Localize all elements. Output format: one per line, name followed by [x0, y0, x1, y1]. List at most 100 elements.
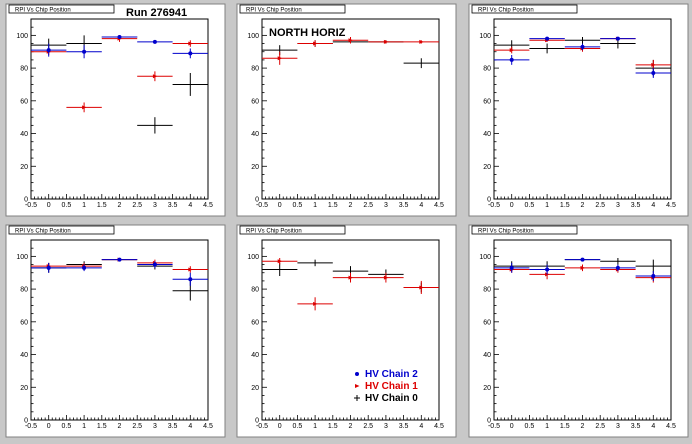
plot-title-box: RPI Vs Chip Position — [471, 225, 578, 235]
x-tick-label: 2 — [118, 202, 122, 209]
y-tick-label: 20 — [483, 385, 491, 392]
plot-title-box: RPI Vs Chip Position — [8, 225, 115, 235]
data-point-marker — [46, 48, 51, 53]
panel-label: NORTH HORIZ — [269, 27, 346, 39]
x-tick-label: 4 — [651, 202, 655, 209]
data-point-marker — [509, 48, 515, 53]
y-tick-label: 0 — [255, 418, 259, 425]
series-hv-chain-2 — [31, 257, 208, 286]
x-tick-label: 2 — [349, 423, 353, 430]
y-tick-label: 60 — [20, 319, 28, 326]
x-tick-label: 0.5 — [293, 202, 303, 209]
x-tick-label: 3 — [616, 202, 620, 209]
panel-label: Run 276941 — [126, 7, 187, 19]
legend-marker — [354, 395, 360, 401]
legend-label: HV Chain 1 — [365, 381, 418, 392]
y-tick-label: 0 — [487, 197, 491, 204]
data-point-marker — [313, 301, 318, 306]
data-point-marker — [46, 265, 51, 270]
y-tick-label: 60 — [251, 319, 259, 326]
x-tick-label: 1.5 — [97, 202, 107, 209]
x-tick-label: 3.5 — [399, 423, 409, 430]
x-tick-label: 1.5 — [328, 202, 338, 209]
x-tick-label: 4.5 — [434, 423, 444, 430]
pad-background — [5, 224, 226, 438]
plot-title: RPI Vs Chip Position — [478, 8, 534, 14]
y-tick-label: 40 — [483, 352, 491, 359]
series-hv-chain-2 — [494, 36, 671, 78]
y-tick-label: 100 — [16, 33, 28, 40]
data-point-marker — [615, 36, 620, 41]
x-tick-label: 1 — [82, 202, 86, 209]
x-tick-label: 2 — [581, 423, 585, 430]
x-tick-label: 1 — [313, 423, 317, 430]
y-tick-label: 60 — [20, 98, 28, 105]
x-tick-label: 3 — [616, 423, 620, 430]
data-point-marker — [117, 257, 122, 262]
legend-entry: HV Chain 1 — [355, 381, 418, 392]
x-tick-label: 2.5 — [595, 423, 605, 430]
x-tick-label: -0.5 — [488, 202, 500, 209]
y-tick-label: 80 — [20, 287, 28, 294]
y-tick-label: 20 — [251, 164, 259, 171]
y-tick-label: 0 — [487, 418, 491, 425]
y-tick-label: 80 — [20, 66, 28, 73]
plot-title-box: RPI Vs Chip Position — [239, 4, 346, 14]
x-tick-label: 1 — [82, 423, 86, 430]
x-tick-label: 3.5 — [631, 423, 641, 430]
pad-background — [5, 3, 226, 217]
data-point-marker — [277, 56, 283, 61]
y-tick-label: 20 — [483, 164, 491, 171]
y-tick-label: 40 — [20, 352, 28, 359]
data-point-marker — [545, 267, 550, 272]
x-tick-label: 2.5 — [363, 202, 373, 209]
y-tick-label: 60 — [251, 98, 259, 105]
legend: HV Chain 2HV Chain 1HV Chain 0 — [354, 369, 418, 404]
legend-label: HV Chain 2 — [365, 369, 418, 380]
x-tick-label: 2 — [118, 423, 122, 430]
x-tick-label: -0.5 — [25, 423, 37, 430]
data-point-marker — [348, 38, 353, 43]
pad-background — [468, 3, 689, 217]
y-tick-label: 100 — [479, 33, 491, 40]
series-hv-chain-2 — [494, 257, 671, 281]
x-tick-label: 4.5 — [434, 202, 444, 209]
y-tick-label: 100 — [479, 254, 491, 261]
y-tick-label: 20 — [251, 385, 259, 392]
x-tick-label: 3 — [384, 202, 388, 209]
x-tick-label: 4 — [188, 202, 192, 209]
x-tick-label: 4 — [419, 202, 423, 209]
x-tick-label: 4.5 — [666, 423, 676, 430]
x-tick-label: 3 — [153, 423, 157, 430]
data-point-marker — [580, 44, 585, 49]
data-point-marker — [580, 257, 585, 262]
x-tick-label: 0 — [278, 202, 282, 209]
legend-entry: HV Chain 2 — [355, 369, 418, 380]
x-tick-label: 1.5 — [560, 423, 570, 430]
x-tick-label: 4.5 — [203, 423, 213, 430]
data-point-marker — [117, 35, 122, 39]
x-tick-label: 2.5 — [363, 423, 373, 430]
y-tick-label: 0 — [24, 197, 28, 204]
plot-title-box: RPI Vs Chip Position — [239, 225, 346, 235]
data-point-marker — [82, 105, 87, 110]
x-tick-label: 1.5 — [560, 202, 570, 209]
data-point-marker — [383, 39, 389, 44]
x-tick-label: 4 — [188, 423, 192, 430]
x-tick-label: -0.5 — [25, 202, 37, 209]
y-tick-label: 40 — [251, 352, 259, 359]
data-point-marker — [615, 265, 620, 270]
data-point-marker — [651, 274, 656, 278]
x-tick-label: 2.5 — [595, 202, 605, 209]
data-point-marker — [313, 41, 318, 46]
x-tick-label: 0 — [47, 202, 51, 209]
x-tick-label: 0 — [510, 202, 514, 209]
plot-title-box: RPI Vs Chip Position — [8, 4, 115, 14]
x-tick-label: 3 — [384, 423, 388, 430]
data-point-marker — [82, 49, 87, 54]
x-tick-label: -0.5 — [488, 423, 500, 430]
series-hv-chain-2 — [31, 35, 208, 59]
